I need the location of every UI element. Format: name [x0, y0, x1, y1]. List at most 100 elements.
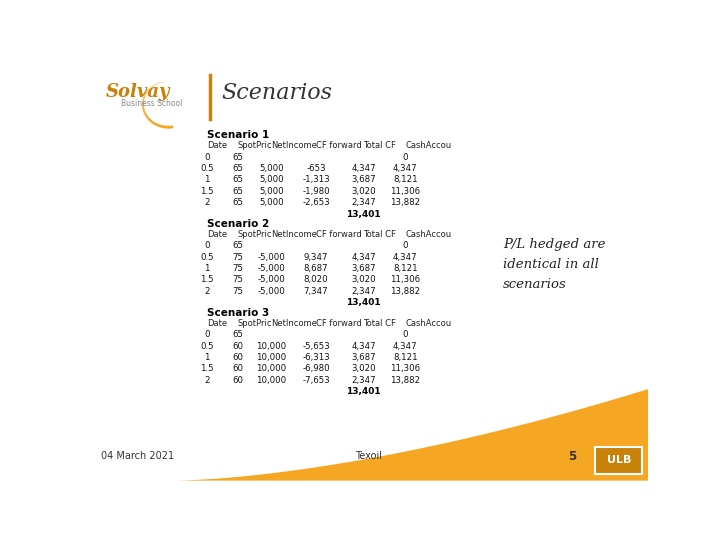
- FancyBboxPatch shape: [595, 447, 642, 474]
- Text: 4,347: 4,347: [351, 342, 376, 350]
- Text: Scenarios: Scenarios: [221, 82, 332, 104]
- Text: 13,882: 13,882: [390, 287, 420, 296]
- Text: 0.5: 0.5: [200, 342, 214, 350]
- Text: 2: 2: [204, 198, 210, 207]
- Text: 75: 75: [233, 264, 243, 273]
- Polygon shape: [90, 389, 648, 481]
- Text: 2: 2: [204, 287, 210, 296]
- Text: Scenario 3: Scenario 3: [207, 308, 269, 318]
- Text: 60: 60: [233, 364, 243, 374]
- Text: 1.5: 1.5: [200, 187, 214, 196]
- Text: 10,000: 10,000: [256, 364, 287, 374]
- Text: 3,687: 3,687: [351, 264, 376, 273]
- Text: 2,347: 2,347: [351, 198, 376, 207]
- Text: 8,121: 8,121: [393, 264, 418, 273]
- Text: CF forward: CF forward: [316, 319, 361, 328]
- Text: CashAccou: CashAccou: [405, 230, 451, 239]
- Text: 2,347: 2,347: [351, 376, 376, 385]
- Text: -5,000: -5,000: [258, 253, 285, 261]
- Text: 0: 0: [402, 330, 408, 339]
- Text: 0: 0: [204, 153, 210, 161]
- Text: 10,000: 10,000: [256, 353, 287, 362]
- Text: 3,020: 3,020: [351, 364, 376, 374]
- Text: 4,347: 4,347: [393, 253, 418, 261]
- Text: 3,687: 3,687: [351, 353, 376, 362]
- Text: -6,980: -6,980: [302, 364, 330, 374]
- Text: 60: 60: [233, 376, 243, 385]
- Text: 3,687: 3,687: [351, 176, 376, 185]
- Text: CashAccou: CashAccou: [405, 319, 451, 328]
- Text: 65: 65: [233, 176, 243, 185]
- Text: 75: 75: [233, 275, 243, 285]
- Text: 1: 1: [204, 264, 210, 273]
- Text: 1.5: 1.5: [200, 275, 214, 285]
- Text: 0.5: 0.5: [200, 164, 214, 173]
- Text: 04 March 2021: 04 March 2021: [101, 451, 174, 462]
- Text: 5,000: 5,000: [259, 164, 284, 173]
- Text: 5,000: 5,000: [259, 198, 284, 207]
- Text: NetIncome: NetIncome: [271, 141, 318, 150]
- Text: 65: 65: [233, 187, 243, 196]
- Text: 5,000: 5,000: [259, 187, 284, 196]
- Text: 4,347: 4,347: [351, 253, 376, 261]
- Text: 13,882: 13,882: [390, 376, 420, 385]
- Text: 65: 65: [233, 153, 243, 161]
- Text: SpotPric: SpotPric: [238, 319, 272, 328]
- Text: Scenario 1: Scenario 1: [207, 131, 269, 140]
- Text: 10,000: 10,000: [256, 342, 287, 350]
- Text: 7,347: 7,347: [304, 287, 328, 296]
- Text: Texoil: Texoil: [356, 451, 382, 462]
- Text: 3,020: 3,020: [351, 275, 376, 285]
- Text: Date: Date: [207, 230, 228, 239]
- Text: 65: 65: [233, 164, 243, 173]
- Text: -5,000: -5,000: [258, 287, 285, 296]
- Text: 1: 1: [204, 176, 210, 185]
- Text: -1,313: -1,313: [302, 176, 330, 185]
- Text: 1: 1: [204, 353, 210, 362]
- Text: P/L hedged are
identical in all
scenarios: P/L hedged are identical in all scenario…: [503, 238, 606, 291]
- Text: 4,347: 4,347: [393, 164, 418, 173]
- Text: Solvay: Solvay: [106, 83, 170, 101]
- Text: 0: 0: [204, 241, 210, 250]
- Text: Date: Date: [207, 319, 228, 328]
- Text: 4,347: 4,347: [351, 164, 376, 173]
- Text: 65: 65: [233, 241, 243, 250]
- Text: 65: 65: [233, 330, 243, 339]
- Text: 8,020: 8,020: [304, 275, 328, 285]
- Text: 5,000: 5,000: [259, 176, 284, 185]
- Text: CF forward: CF forward: [316, 141, 361, 150]
- Text: -5,653: -5,653: [302, 342, 330, 350]
- Text: Scenario 2: Scenario 2: [207, 219, 269, 229]
- Text: -2,653: -2,653: [302, 198, 330, 207]
- Text: -6,313: -6,313: [302, 353, 330, 362]
- Text: 60: 60: [233, 342, 243, 350]
- Text: 5: 5: [569, 450, 577, 463]
- Text: Business School: Business School: [121, 99, 182, 107]
- Text: 13,882: 13,882: [390, 198, 420, 207]
- Text: 2,347: 2,347: [351, 287, 376, 296]
- Text: 2: 2: [204, 376, 210, 385]
- Text: 65: 65: [233, 198, 243, 207]
- Text: 13,401: 13,401: [346, 387, 381, 396]
- Text: 4,347: 4,347: [393, 342, 418, 350]
- Text: ULB: ULB: [607, 455, 631, 465]
- Text: -1,980: -1,980: [302, 187, 330, 196]
- Text: 10,000: 10,000: [256, 376, 287, 385]
- Text: 11,306: 11,306: [390, 275, 420, 285]
- Text: Total CF: Total CF: [364, 141, 396, 150]
- Text: 11,306: 11,306: [390, 187, 420, 196]
- Text: CashAccou: CashAccou: [405, 141, 451, 150]
- Text: Total CF: Total CF: [364, 319, 396, 328]
- Text: 1.5: 1.5: [200, 364, 214, 374]
- Text: SpotPric: SpotPric: [238, 141, 272, 150]
- Text: 13,401: 13,401: [346, 210, 381, 219]
- Text: 13,401: 13,401: [346, 298, 381, 307]
- Text: -5,000: -5,000: [258, 264, 285, 273]
- Text: 3,020: 3,020: [351, 187, 376, 196]
- Text: 75: 75: [233, 253, 243, 261]
- Text: 8,121: 8,121: [393, 176, 418, 185]
- Text: 60: 60: [233, 353, 243, 362]
- Text: NetIncome: NetIncome: [271, 230, 318, 239]
- Text: 8,687: 8,687: [304, 264, 328, 273]
- Text: -653: -653: [306, 164, 326, 173]
